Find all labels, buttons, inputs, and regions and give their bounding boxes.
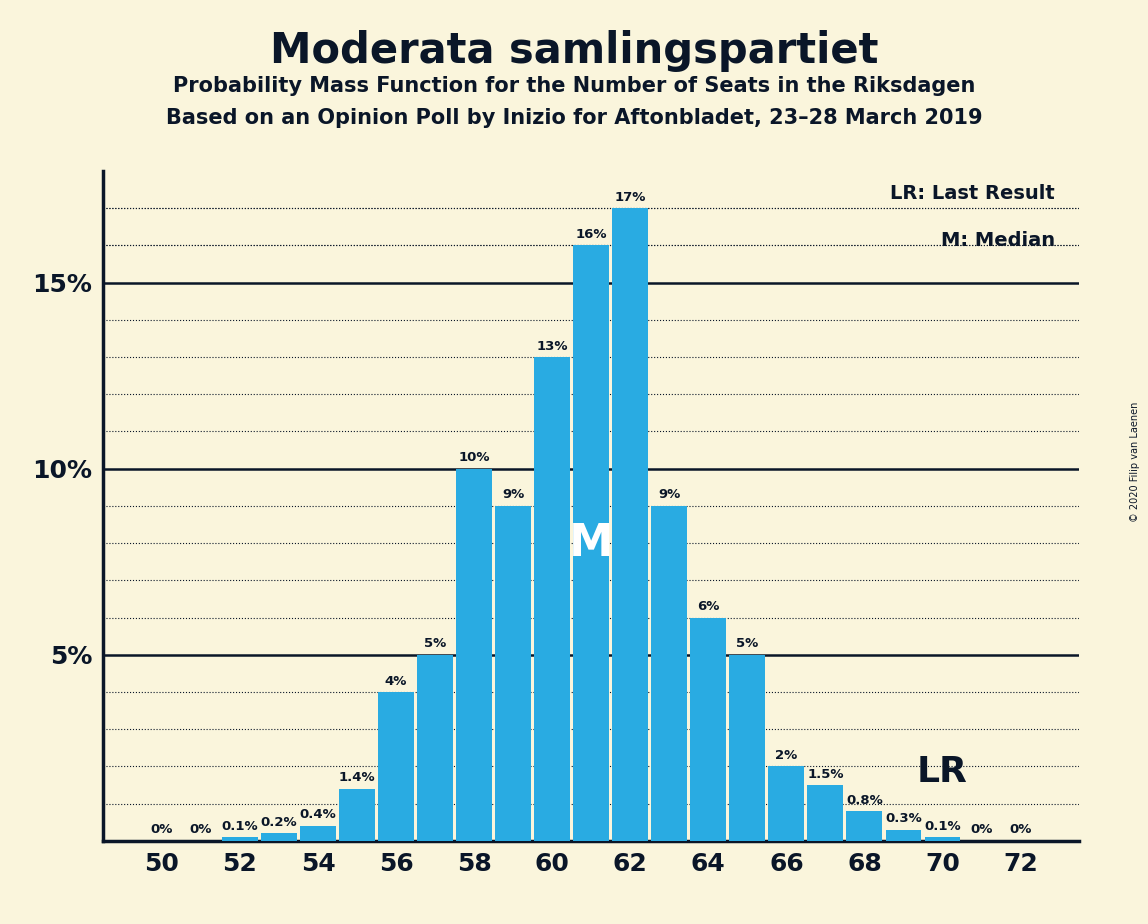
Bar: [885, 830, 922, 841]
Text: 0.2%: 0.2%: [261, 816, 297, 829]
Text: 0.1%: 0.1%: [222, 820, 258, 833]
Text: 5%: 5%: [424, 638, 447, 650]
Bar: [417, 655, 453, 841]
Bar: [534, 357, 571, 841]
Text: 10%: 10%: [458, 451, 490, 464]
Bar: [768, 766, 805, 841]
Bar: [573, 246, 610, 841]
Bar: [612, 208, 649, 841]
Text: 0.1%: 0.1%: [924, 820, 961, 833]
Text: 0%: 0%: [970, 823, 993, 836]
Text: 5%: 5%: [736, 638, 759, 650]
Text: 9%: 9%: [658, 489, 681, 502]
Text: 0%: 0%: [1009, 823, 1032, 836]
Bar: [924, 837, 961, 841]
Text: LR: LR: [917, 755, 968, 789]
Text: 6%: 6%: [697, 600, 720, 614]
Bar: [807, 785, 844, 841]
Text: Moderata samlingspartiet: Moderata samlingspartiet: [270, 30, 878, 71]
Text: 0%: 0%: [189, 823, 212, 836]
Text: M: Median: M: Median: [940, 231, 1055, 250]
Bar: [456, 468, 492, 841]
Bar: [261, 833, 297, 841]
Bar: [378, 692, 414, 841]
Text: © 2020 Filip van Laenen: © 2020 Filip van Laenen: [1130, 402, 1140, 522]
Text: 1.5%: 1.5%: [807, 768, 844, 781]
Text: M: M: [569, 522, 613, 565]
Text: 0%: 0%: [150, 823, 173, 836]
Text: 13%: 13%: [536, 339, 568, 353]
Bar: [222, 837, 258, 841]
Bar: [846, 811, 883, 841]
Bar: [339, 789, 375, 841]
Text: Probability Mass Function for the Number of Seats in the Riksdagen: Probability Mass Function for the Number…: [173, 76, 975, 96]
Text: 17%: 17%: [614, 190, 646, 203]
Bar: [690, 617, 727, 841]
Text: 0.4%: 0.4%: [300, 808, 336, 821]
Text: 0.8%: 0.8%: [846, 794, 883, 807]
Text: 16%: 16%: [575, 228, 607, 241]
Text: 2%: 2%: [775, 749, 798, 762]
Bar: [729, 655, 766, 841]
Text: Based on an Opinion Poll by Inizio for Aftonbladet, 23–28 March 2019: Based on an Opinion Poll by Inizio for A…: [165, 108, 983, 128]
Text: 1.4%: 1.4%: [339, 772, 375, 784]
Bar: [495, 506, 532, 841]
Bar: [651, 506, 688, 841]
Text: 9%: 9%: [502, 489, 525, 502]
Text: LR: Last Result: LR: Last Result: [890, 185, 1055, 203]
Text: 0.3%: 0.3%: [885, 812, 922, 825]
Text: 4%: 4%: [385, 675, 408, 687]
Bar: [300, 826, 336, 841]
